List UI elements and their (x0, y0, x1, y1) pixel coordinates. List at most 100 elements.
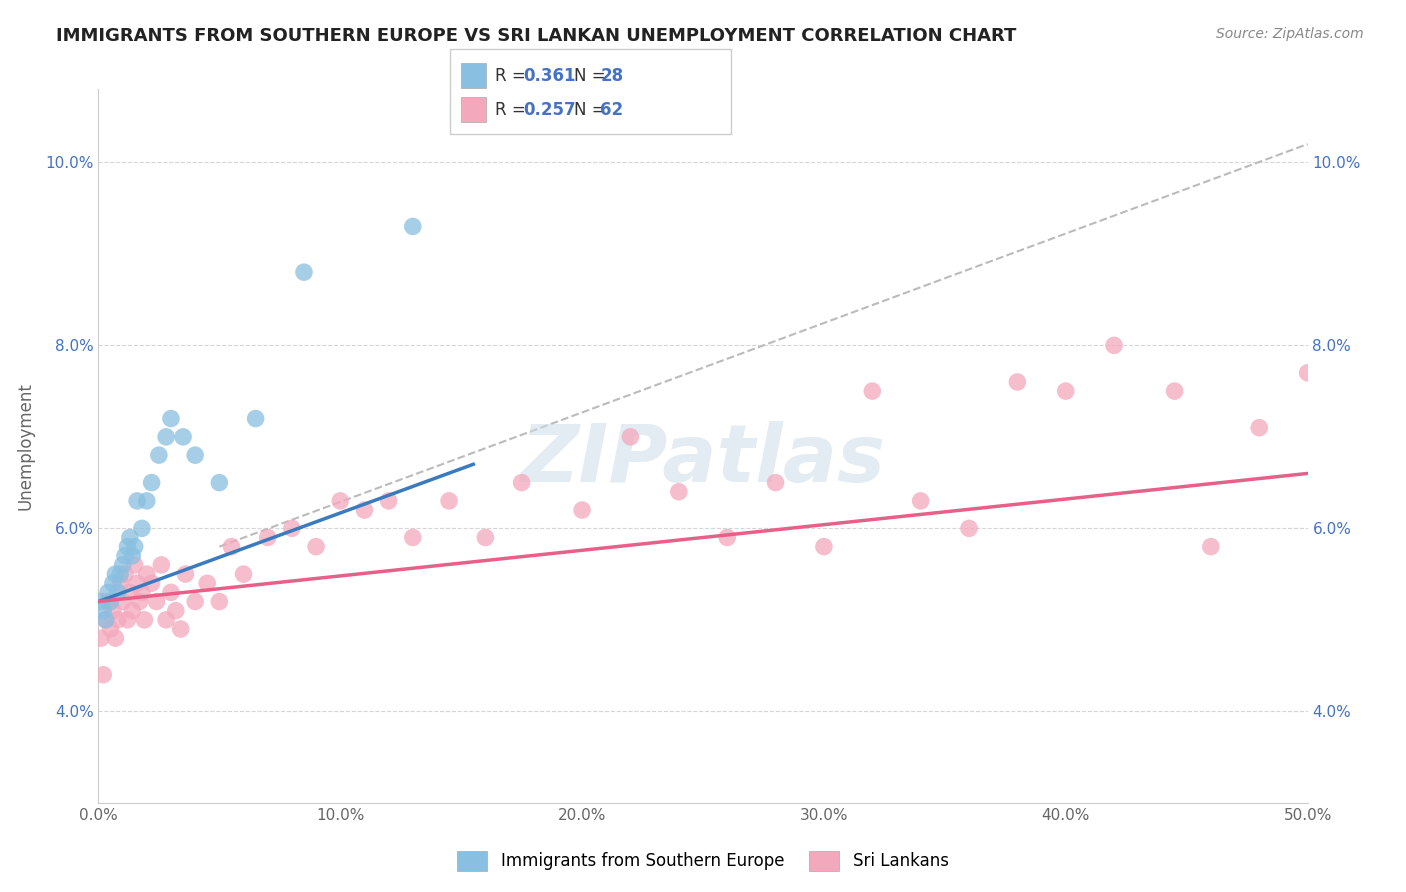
Point (131, 585, 153, 599)
Point (329, 494, 352, 508)
Point (97, 585, 120, 599)
Text: IMMIGRANTS FROM SOUTHERN EUROPE VS SRI LANKAN UNEMPLOYMENT CORRELATION CHART: IMMIGRANTS FROM SOUTHERN EUROPE VS SRI L… (56, 27, 1017, 45)
Point (765, 475, 787, 490)
Point (141, 475, 163, 490)
Point (114, 567, 136, 582)
Point (121, 549, 143, 563)
Text: Source: ZipAtlas.com: Source: ZipAtlas.com (1216, 27, 1364, 41)
Point (232, 567, 254, 582)
Point (111, 558, 134, 572)
Point (150, 558, 173, 572)
Point (160, 411, 183, 425)
Point (104, 631, 127, 645)
Text: N =: N = (574, 67, 610, 85)
Point (94, 613, 117, 627)
Point (108, 576, 131, 591)
Point (91, 604, 114, 618)
Point (1296, 366, 1319, 380)
Point (957, 521, 980, 535)
Point (860, 384, 883, 398)
Point (148, 448, 170, 462)
Point (101, 576, 124, 591)
Point (571, 503, 593, 517)
Point (402, 219, 425, 234)
Point (107, 613, 129, 627)
Point (1249, 420, 1271, 434)
Point (124, 540, 146, 554)
Point (121, 604, 143, 618)
Point (97, 594, 120, 608)
Point (155, 613, 177, 627)
Point (1163, 384, 1185, 398)
Point (114, 549, 136, 563)
Point (104, 567, 127, 582)
Point (619, 430, 641, 444)
Point (910, 494, 932, 508)
Point (208, 594, 231, 608)
Point (221, 540, 243, 554)
Point (1102, 338, 1125, 352)
Point (127, 576, 149, 591)
Point (402, 531, 425, 545)
Point (131, 521, 153, 535)
Y-axis label: Unemployment: Unemployment (15, 382, 34, 510)
Legend: Immigrants from Southern Europe, Sri Lankans: Immigrants from Southern Europe, Sri Lan… (449, 842, 957, 880)
Point (128, 594, 150, 608)
Point (111, 594, 134, 608)
Point (100, 622, 122, 636)
Text: 28: 28 (600, 67, 623, 85)
Point (165, 604, 187, 618)
Text: 0.361: 0.361 (523, 67, 575, 85)
Point (1199, 540, 1222, 554)
Point (101, 604, 124, 618)
Point (127, 494, 149, 508)
Point (118, 585, 141, 599)
Text: N =: N = (574, 101, 610, 119)
Text: 0.257: 0.257 (523, 101, 575, 119)
Point (208, 475, 231, 490)
Point (91, 667, 114, 681)
Point (377, 494, 399, 508)
Point (510, 475, 533, 490)
Point (117, 540, 139, 554)
Point (245, 411, 267, 425)
Text: ZIPatlas: ZIPatlas (520, 421, 886, 500)
Text: 62: 62 (600, 101, 623, 119)
Point (184, 594, 207, 608)
Point (141, 576, 163, 591)
Point (1393, 293, 1406, 307)
Point (117, 613, 139, 627)
Point (668, 484, 690, 499)
Point (813, 540, 835, 554)
Point (90, 594, 112, 608)
Point (90, 631, 112, 645)
Point (353, 503, 375, 517)
Point (437, 494, 460, 508)
Point (124, 558, 146, 572)
Point (100, 594, 122, 608)
Point (94, 613, 117, 627)
Point (135, 494, 157, 508)
Point (1007, 375, 1029, 389)
Point (256, 531, 278, 545)
Point (281, 521, 304, 535)
Point (184, 448, 207, 462)
Point (1054, 384, 1077, 398)
Point (108, 567, 131, 582)
Point (305, 540, 328, 554)
Point (174, 567, 197, 582)
Text: R =: R = (495, 101, 531, 119)
Point (474, 531, 496, 545)
Point (160, 585, 183, 599)
Point (135, 567, 157, 582)
Point (1344, 384, 1367, 398)
Point (292, 265, 315, 279)
Point (145, 594, 167, 608)
Point (195, 576, 218, 591)
Point (107, 585, 129, 599)
Point (716, 531, 738, 545)
Point (155, 430, 177, 444)
Point (172, 430, 194, 444)
Point (134, 613, 156, 627)
Text: R =: R = (495, 67, 531, 85)
